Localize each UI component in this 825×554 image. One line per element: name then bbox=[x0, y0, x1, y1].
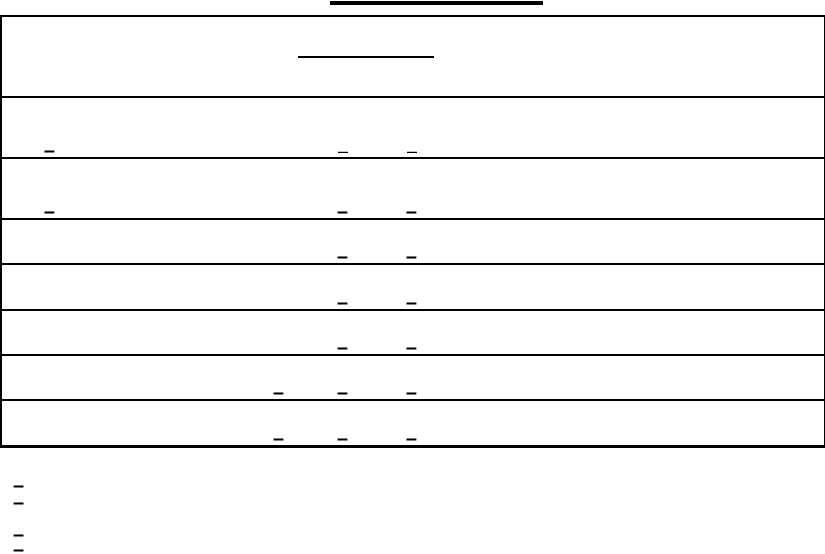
table-cell bbox=[1, 310, 69, 356]
table-cell bbox=[603, 219, 751, 265]
footnote-marker: – bbox=[13, 475, 25, 497]
table-cell: – bbox=[164, 355, 298, 401]
table-row: – – bbox=[1, 264, 825, 311]
table-cell bbox=[164, 97, 298, 159]
table-cell bbox=[603, 158, 751, 220]
table-cell bbox=[536, 310, 603, 356]
table-cell bbox=[603, 97, 751, 159]
table-header-row-top bbox=[1, 16, 825, 98]
footnote-marker: – bbox=[13, 539, 25, 554]
table-cell: – bbox=[298, 355, 366, 401]
table-cell bbox=[536, 400, 603, 447]
title-underline bbox=[330, 1, 543, 5]
table-cell bbox=[69, 400, 164, 447]
table-cell bbox=[164, 219, 298, 265]
footnote-marker: – bbox=[13, 492, 25, 514]
table-cell bbox=[69, 310, 164, 356]
table-cell bbox=[434, 400, 536, 447]
table-cell: – bbox=[366, 97, 434, 159]
header-cell-merged bbox=[298, 16, 434, 58]
table-cell bbox=[603, 264, 751, 311]
table-cell bbox=[603, 310, 751, 356]
table-cell bbox=[434, 264, 536, 311]
header-cell bbox=[536, 16, 603, 98]
table-cell bbox=[536, 355, 603, 401]
table-cell: – bbox=[366, 219, 434, 265]
table-cell bbox=[164, 310, 298, 356]
table-cell bbox=[69, 219, 164, 265]
header-cell bbox=[603, 16, 751, 98]
table-cell: – bbox=[1, 97, 69, 159]
table-cell: – bbox=[366, 355, 434, 401]
table-cell bbox=[434, 158, 536, 220]
table-cell bbox=[434, 310, 536, 356]
footnote-marker: – bbox=[13, 524, 25, 546]
table-cell bbox=[69, 355, 164, 401]
table-cell bbox=[603, 355, 751, 401]
header-cell bbox=[434, 16, 536, 98]
header-subcell bbox=[366, 57, 434, 98]
table-cell bbox=[536, 219, 603, 265]
table-row: – – bbox=[1, 219, 825, 265]
table-cell bbox=[536, 158, 603, 220]
table-cell bbox=[434, 355, 536, 401]
table-cell bbox=[751, 310, 825, 356]
table-cell bbox=[1, 400, 69, 447]
table-cell bbox=[536, 264, 603, 311]
table-row: – – – bbox=[1, 97, 825, 159]
table-cell bbox=[536, 97, 603, 159]
table-cell: – bbox=[298, 97, 366, 159]
table-cell: – bbox=[366, 158, 434, 220]
table-cell: – bbox=[366, 310, 434, 356]
table-row: – – – bbox=[1, 158, 825, 220]
table-cell: – bbox=[298, 219, 366, 265]
table-header-row-sub bbox=[1, 57, 825, 98]
table-cell bbox=[164, 158, 298, 220]
table-cell bbox=[751, 158, 825, 220]
table-cell bbox=[69, 264, 164, 311]
table-cell: – bbox=[164, 400, 298, 447]
table-cell: – bbox=[298, 158, 366, 220]
table-cell: – bbox=[366, 400, 434, 447]
table-cell bbox=[434, 97, 536, 159]
header-subcell bbox=[298, 57, 366, 98]
table-cell bbox=[1, 264, 69, 311]
table-cell bbox=[1, 219, 69, 265]
table-cell bbox=[164, 264, 298, 311]
table-cell bbox=[751, 264, 825, 311]
table-cell bbox=[751, 97, 825, 159]
header-cell bbox=[751, 16, 825, 98]
table-row: – – bbox=[1, 310, 825, 356]
table-cell bbox=[751, 400, 825, 447]
header-cell bbox=[69, 16, 164, 98]
table-cell: – bbox=[298, 310, 366, 356]
header-cell bbox=[1, 16, 69, 98]
table-cell bbox=[751, 219, 825, 265]
table-cell bbox=[603, 400, 751, 447]
table-row: – – – bbox=[1, 400, 825, 447]
table-cell: – bbox=[1, 158, 69, 220]
header-cell bbox=[164, 16, 298, 98]
table-cell bbox=[1, 355, 69, 401]
table-cell: – bbox=[298, 264, 366, 311]
table-row: – – – bbox=[1, 355, 825, 401]
data-table: – – – – – – – – bbox=[0, 15, 825, 448]
table-cell bbox=[69, 158, 164, 220]
table-cell: – bbox=[298, 400, 366, 447]
table-cell bbox=[434, 219, 536, 265]
table-cell bbox=[69, 97, 164, 159]
table-cell: – bbox=[366, 264, 434, 311]
table-cell bbox=[751, 355, 825, 401]
